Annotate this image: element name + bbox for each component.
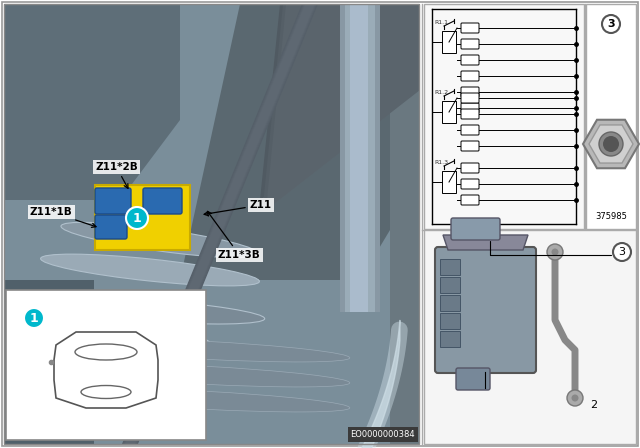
FancyBboxPatch shape [440,277,460,293]
Ellipse shape [15,296,265,324]
Circle shape [24,308,44,328]
FancyBboxPatch shape [461,179,479,189]
Ellipse shape [75,344,137,360]
Polygon shape [54,332,158,408]
FancyBboxPatch shape [461,93,479,103]
FancyBboxPatch shape [440,295,460,311]
FancyBboxPatch shape [424,230,636,444]
FancyBboxPatch shape [345,4,375,312]
Circle shape [552,249,559,255]
Polygon shape [125,4,315,444]
FancyBboxPatch shape [390,4,420,444]
FancyBboxPatch shape [424,4,584,229]
FancyBboxPatch shape [435,247,536,373]
FancyBboxPatch shape [350,4,368,312]
FancyBboxPatch shape [461,23,479,33]
FancyBboxPatch shape [461,163,479,173]
Ellipse shape [40,254,259,286]
FancyBboxPatch shape [461,125,479,135]
Text: R1.1: R1.1 [434,20,448,25]
FancyBboxPatch shape [340,4,380,312]
Circle shape [602,15,620,33]
Text: 4: 4 [460,390,467,400]
Text: 2: 2 [590,400,597,410]
FancyBboxPatch shape [95,185,190,250]
FancyBboxPatch shape [442,171,456,193]
Circle shape [599,132,623,156]
Text: 1: 1 [132,211,141,224]
Polygon shape [263,4,420,205]
Polygon shape [4,4,180,200]
FancyBboxPatch shape [456,368,490,390]
Circle shape [613,243,631,261]
Text: 3: 3 [618,247,625,257]
FancyBboxPatch shape [143,188,182,214]
FancyBboxPatch shape [442,101,456,123]
FancyBboxPatch shape [4,280,94,444]
Polygon shape [124,4,316,444]
FancyBboxPatch shape [461,87,479,97]
FancyBboxPatch shape [440,313,460,329]
Polygon shape [443,235,528,250]
FancyBboxPatch shape [586,4,636,229]
Text: R1.2: R1.2 [434,90,448,95]
Text: 1: 1 [481,390,488,400]
Text: 3: 3 [607,19,615,29]
Polygon shape [180,4,420,280]
Polygon shape [122,4,318,444]
FancyBboxPatch shape [440,331,460,347]
FancyBboxPatch shape [461,141,479,151]
FancyBboxPatch shape [442,31,456,53]
Polygon shape [260,4,420,200]
Circle shape [572,395,579,401]
Ellipse shape [50,388,350,412]
FancyBboxPatch shape [461,71,479,81]
FancyBboxPatch shape [451,218,500,240]
Circle shape [603,136,619,152]
Text: 1: 1 [29,311,38,324]
FancyBboxPatch shape [95,188,131,214]
Polygon shape [123,4,317,444]
FancyBboxPatch shape [6,290,206,440]
Text: Z11: Z11 [204,200,272,215]
FancyBboxPatch shape [440,259,460,275]
FancyBboxPatch shape [461,103,479,113]
FancyBboxPatch shape [4,4,419,444]
Circle shape [547,244,563,260]
Text: EO0000000384: EO0000000384 [350,430,415,439]
Ellipse shape [81,385,131,399]
FancyBboxPatch shape [461,195,479,205]
Text: R1.3: R1.3 [434,160,448,165]
FancyBboxPatch shape [461,39,479,49]
FancyBboxPatch shape [95,215,127,239]
Ellipse shape [50,338,350,362]
Ellipse shape [61,222,259,258]
Text: Z11*2B: Z11*2B [95,162,138,188]
Text: Z11*1B: Z11*1B [30,207,96,228]
Text: Z11*3B: Z11*3B [207,211,260,260]
Circle shape [126,207,148,229]
FancyBboxPatch shape [461,55,479,65]
FancyBboxPatch shape [461,109,479,119]
Ellipse shape [30,328,210,351]
Polygon shape [266,4,420,210]
Text: 375985: 375985 [595,212,627,221]
Ellipse shape [50,363,350,387]
Circle shape [567,390,583,406]
